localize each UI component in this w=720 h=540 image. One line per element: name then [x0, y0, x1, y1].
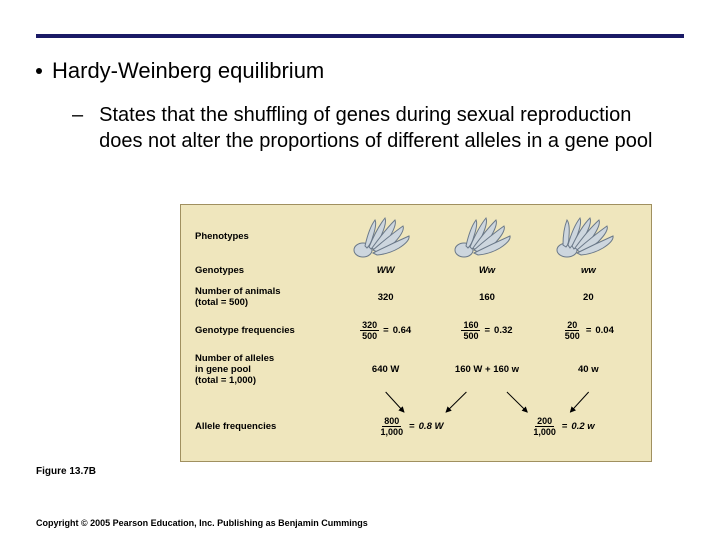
- count-c2: 160: [436, 292, 537, 303]
- arrow-icon: [538, 392, 639, 414]
- alleles-c3: 40 w: [538, 364, 639, 375]
- alleles-row: Number of alleles in gene pool (total = …: [181, 347, 651, 392]
- dash-icon: –: [72, 102, 83, 128]
- gfreq-row: Genotype frequencies 320500=0.64 160500=…: [181, 314, 651, 347]
- phenotypes-label: Phenotypes: [195, 231, 335, 242]
- sub-bullet-text: States that the shuffling of genes durin…: [99, 102, 672, 154]
- genotype-c2: Ww: [436, 265, 537, 276]
- afreq-w: 2001,000=0.2 w: [487, 416, 639, 437]
- genotype-table: Phenotypes: [180, 204, 652, 462]
- gfreq-label: Genotype frequencies: [195, 325, 335, 336]
- arrow-icon: [335, 392, 436, 414]
- page-heading: Hardy-Weinberg equilibrium: [52, 58, 324, 84]
- alleles-c1: 640 W: [335, 364, 436, 375]
- alleles-c2: 160 W + 160 w: [436, 364, 537, 375]
- afreq-label: Allele frequencies: [195, 421, 335, 432]
- counts-row: Number of animals (total = 500) 320 160 …: [181, 280, 651, 314]
- phenotype-WW: [335, 212, 436, 260]
- heading-row: Hardy-Weinberg equilibrium: [36, 58, 324, 84]
- gfreq-c2: 160500=0.32: [436, 320, 537, 341]
- genotype-c1: WW: [335, 265, 436, 276]
- alleles-label: Number of alleles in gene pool (total = …: [195, 353, 335, 386]
- gfreq-c1: 320500=0.64: [335, 320, 436, 341]
- genotypes-label: Genotypes: [195, 265, 335, 276]
- phenotypes-row: Phenotypes: [181, 205, 651, 261]
- afreq-W: 8001,000=0.8 W: [335, 416, 487, 437]
- counts-label: Number of animals (total = 500): [195, 286, 335, 308]
- count-c3: 20: [538, 292, 639, 303]
- genotype-c3: ww: [538, 265, 639, 276]
- count-c1: 320: [335, 292, 436, 303]
- divider-rule: [36, 34, 684, 38]
- genotypes-row: Genotypes WW Ww ww: [181, 261, 651, 280]
- phenotype-ww: [538, 212, 639, 260]
- bullet-icon: [36, 68, 42, 74]
- copyright-text: Copyright © 2005 Pearson Education, Inc.…: [36, 518, 368, 528]
- figure-caption: Figure 13.7B: [36, 466, 96, 477]
- gfreq-c3: 20500=0.04: [538, 320, 639, 341]
- arrow-zone: [181, 392, 651, 414]
- sub-bullet-row: – States that the shuffling of genes dur…: [72, 102, 672, 154]
- phenotype-Ww: [436, 212, 537, 260]
- afreq-row: Allele frequencies 8001,000=0.8 W 2001,0…: [181, 414, 651, 441]
- arrow-icon: [436, 392, 537, 414]
